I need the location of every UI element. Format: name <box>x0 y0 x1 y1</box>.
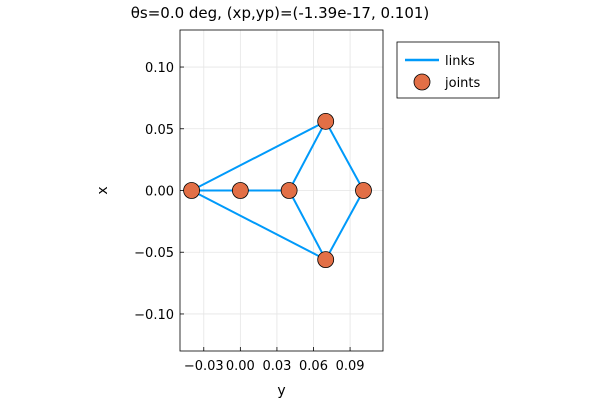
y-tick-label: 0.05 <box>145 123 174 138</box>
joint-point <box>231 182 249 199</box>
y-tick-label: −0.10 <box>134 308 174 323</box>
legend-label-joints: joints <box>444 76 481 91</box>
legend-swatch-joints <box>413 73 431 91</box>
grid <box>180 30 383 351</box>
link-segment <box>288 120 327 192</box>
x-tick-label: 0.03 <box>262 359 291 374</box>
link-segment <box>288 189 327 261</box>
x-axis-label: y <box>277 383 285 399</box>
x-tick-label: −0.03 <box>184 359 224 374</box>
chart-title: θs=0.0 deg, (xp,yp)=(-1.39e-17, 0.101) <box>131 4 430 22</box>
joint-point <box>183 182 200 199</box>
joint-point <box>355 182 372 199</box>
x-tick-label: 0.00 <box>226 359 255 374</box>
legend: links joints <box>396 41 500 99</box>
joints-series <box>183 112 372 269</box>
legend-label-links: links <box>445 54 475 69</box>
link-segment <box>324 120 365 192</box>
x-tick-label: 0.09 <box>336 359 365 374</box>
joint-point <box>317 112 335 130</box>
legend-box <box>396 41 500 99</box>
x-tick-label: 0.06 <box>299 359 328 374</box>
y-tick-label: 0.00 <box>145 185 174 200</box>
y-tick-label: 0.10 <box>145 61 174 76</box>
link-segment <box>190 120 327 192</box>
link-segment <box>324 189 365 261</box>
link-segment <box>190 189 327 261</box>
y-axis-label: x <box>95 186 111 194</box>
y-tick-label: −0.05 <box>134 246 174 261</box>
joint-point <box>280 182 298 199</box>
joint-point <box>317 251 335 269</box>
axis-ticks: −0.03 0.00 0.03 0.06 0.090.100.050.00−0.05−0… <box>134 61 364 374</box>
